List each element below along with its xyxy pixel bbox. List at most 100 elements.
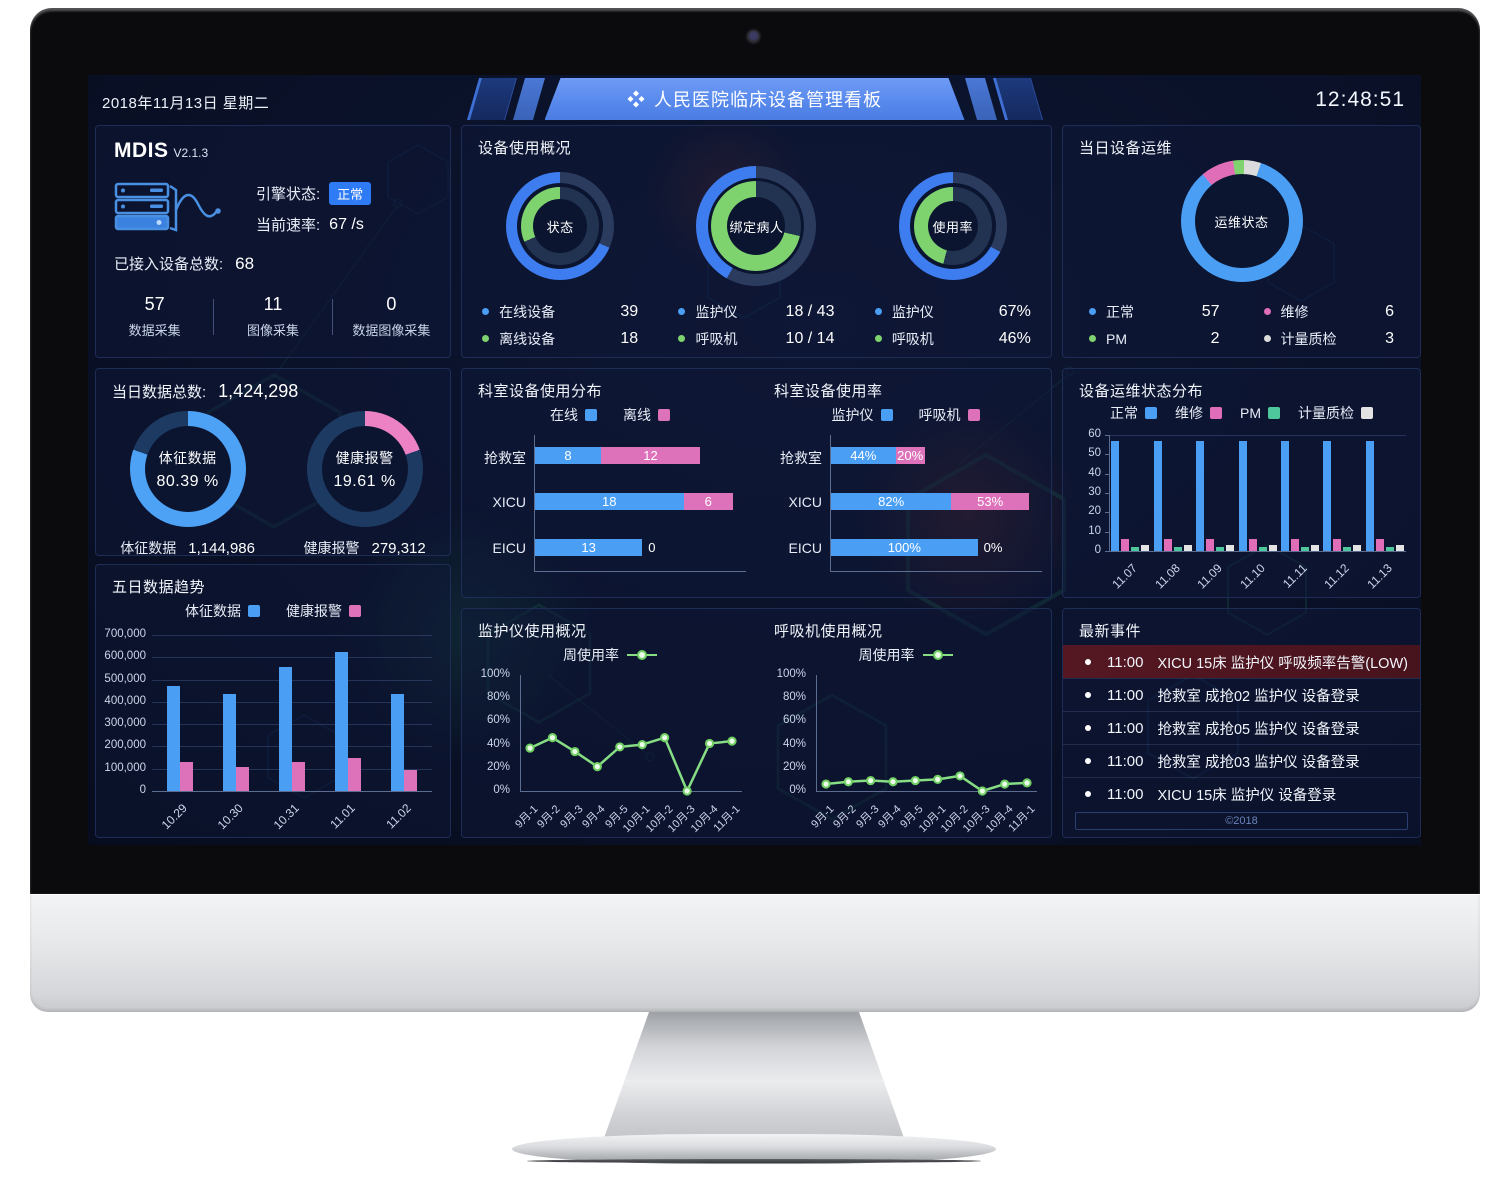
legend-label: 监护仪 — [831, 407, 874, 423]
status-donut-legend: 在线设备 39 离线设备 18 — [482, 298, 638, 352]
ops-distribution-bar-chart: 60 50 40 30 20 10 0 11.07 11.08 11.09 11.10 11.11 11… — [1063, 425, 1420, 595]
legend-label[interactable]: 周使用率 — [858, 647, 915, 663]
gridline — [152, 701, 432, 703]
bar — [1365, 440, 1374, 551]
x-axis-tick-label: 10.29 — [158, 801, 190, 833]
vital-data-donut-chart: 体征数据 80.39 % — [129, 411, 246, 527]
current-date: 2018年11月13日 星期二 — [102, 95, 270, 112]
y-axis-tick — [1105, 435, 1109, 436]
chart-title: 科室设备使用率 — [774, 383, 883, 400]
mdis-engine-block: 引擎状态: 正常 当前速率: 67 /s — [256, 178, 372, 240]
category-label: XICU — [788, 494, 822, 510]
y-axis-tick-label: 600,000 — [104, 650, 146, 663]
bar — [1353, 545, 1362, 551]
bar — [279, 667, 292, 791]
y-axis-tick-label: 0% — [493, 784, 510, 796]
y-axis-tick-label: 20% — [486, 760, 510, 773]
legend-label: 呼吸机 — [918, 407, 961, 423]
x-axis-tick-label: 11.10 — [1236, 561, 1268, 592]
bar-segment: 13 — [535, 539, 643, 556]
mdis-version: V2.1.3 — [173, 146, 209, 160]
x-axis-tick-label: 11.08 — [1152, 561, 1183, 592]
category-label: EICU — [788, 540, 822, 556]
dept-distribution-half: 科室设备使用分布 在线 离线 抢救室 8 12 XICU 18 6 EICU 13 0 — [462, 369, 758, 597]
bar-segment: 44% — [831, 447, 896, 464]
legend-item[interactable]: 监护仪 67% — [874, 298, 1031, 325]
bar-segment: 53% — [951, 493, 1029, 510]
chart-title: 监护仪使用概况 — [478, 623, 587, 640]
legend-item[interactable]: 正常 57 — [1089, 298, 1220, 325]
alarm-footer-label: 健康报警 — [303, 540, 360, 556]
legend-label[interactable]: 周使用率 — [563, 647, 619, 663]
legend-item[interactable]: 离线设备 18 — [482, 325, 638, 352]
monitor-stand-base — [512, 1134, 996, 1164]
legend-item[interactable]: 呼吸机 46% — [874, 325, 1031, 352]
legend-square — [585, 409, 597, 421]
panel-department-charts: 科室设备使用分布 在线 离线 抢救室 8 12 XICU 18 6 EICU 13 0 科室设备使… — [461, 368, 1052, 598]
legend-item[interactable]: 监护仪 — [832, 405, 893, 425]
donut-center-label: 体征数据 80.39 % — [156, 449, 219, 490]
legend-label: 正常 — [1110, 405, 1138, 421]
legend-item[interactable]: 计量质检 — [1298, 403, 1373, 423]
legend-square — [1268, 407, 1280, 419]
bar — [1121, 539, 1130, 551]
page-title: 人民医院临床设备管理看板 — [654, 90, 882, 110]
y-axis-tick — [1105, 473, 1109, 475]
x-axis-tick-label: 11.11 — [1279, 561, 1310, 591]
mdis-header: MDIS V2.1.3 — [114, 139, 208, 163]
y-axis-tick-label: 400,000 — [104, 694, 146, 707]
event-row: 11:00 抢救室 成抢02 监护仪 设备登录 — [1063, 678, 1420, 711]
legend-item[interactable]: 计量质检 3 — [1263, 325, 1394, 352]
stat-data-image-capture: 0 数据图像采集 — [352, 294, 431, 338]
legend-label: 计量质检 — [1298, 405, 1354, 421]
dept-rate-bar-chart: 抢救室 44% 20% XICU 82% 53% EICU 100% 0% — [774, 431, 1042, 587]
data-total-label: 当日数据总数: — [112, 384, 207, 401]
donut-hole — [144, 426, 231, 512]
hospital-logo-icon — [627, 90, 645, 108]
legend-item[interactable]: 呼吸机 10 / 14 — [678, 325, 834, 352]
legend-item[interactable]: 正常 — [1110, 403, 1157, 423]
line-marker-icon — [922, 650, 953, 660]
x-axis-line — [520, 791, 742, 792]
legend-item[interactable]: 监护仪 18 / 43 — [678, 298, 834, 325]
legend-item[interactable]: 离线 — [623, 405, 670, 425]
alarm-footer-value: 279,312 — [371, 540, 426, 557]
legend-item[interactable]: 呼吸机 — [919, 405, 980, 425]
banner-stripe-left-inner — [512, 78, 545, 120]
legend-label: 计量质检 — [1280, 330, 1337, 347]
event-bullet-icon — [1085, 692, 1091, 698]
bar — [1238, 440, 1247, 551]
panel-mdis: MDIS V2.1.3 引擎状态: 正常 当前速率: 67 /s — [95, 125, 451, 358]
legend-item[interactable]: 体征数据 — [185, 601, 260, 621]
legend-item[interactable]: 在线设备 39 — [482, 298, 638, 325]
legend-label: 呼吸机 — [891, 330, 934, 347]
legend-item[interactable]: 维修 — [1175, 403, 1222, 423]
bar — [391, 693, 404, 791]
y-axis-tick — [1105, 551, 1109, 552]
y-axis-tick-label: 100% — [776, 668, 806, 680]
y-axis-tick-label: 300,000 — [104, 717, 146, 730]
event-row: 11:00 抢救室 成抢05 监护仪 设备登录 — [1063, 711, 1420, 744]
gridline — [152, 635, 432, 636]
legend-square — [1210, 407, 1222, 419]
panel-title: 最新事件 — [1079, 623, 1142, 640]
legend-item[interactable]: PM — [1240, 403, 1280, 423]
legend-value: 57 — [1201, 302, 1220, 320]
x-axis-tick-label: 11.13 — [1364, 561, 1395, 592]
ventilator-usage-line-chart: 100% 80% 60% 40% 20% 0% 9月-1 9月-2 9月-3 9月-4 9月-5 10… — [758, 665, 1053, 837]
legend-value: 67% — [998, 302, 1031, 320]
bar-segment: 82% — [831, 493, 952, 510]
legend-label: 监护仪 — [891, 303, 934, 320]
legend-item[interactable]: 健康报警 — [286, 601, 361, 621]
event-text: XICU 15床 监护仪 呼吸频率告警(LOW) — [1157, 655, 1408, 672]
legend-item[interactable]: PM 2 — [1089, 325, 1220, 352]
legend-label: 在线设备 — [499, 303, 556, 320]
legend-value: 39 — [620, 302, 639, 320]
legend-item[interactable]: 在线 — [550, 405, 597, 425]
y-axis-tick — [1105, 454, 1109, 456]
bar — [348, 758, 361, 791]
x-axis-tick-label: 11.09 — [1194, 561, 1225, 592]
donut-hole — [1194, 174, 1289, 268]
panel-usage-lines: 监护仪使用概况 周使用率 100% 80% 60% 40% 20% 0% 9月-1 9月-2 9… — [461, 608, 1052, 838]
legend-item[interactable]: 维修 6 — [1263, 298, 1394, 325]
